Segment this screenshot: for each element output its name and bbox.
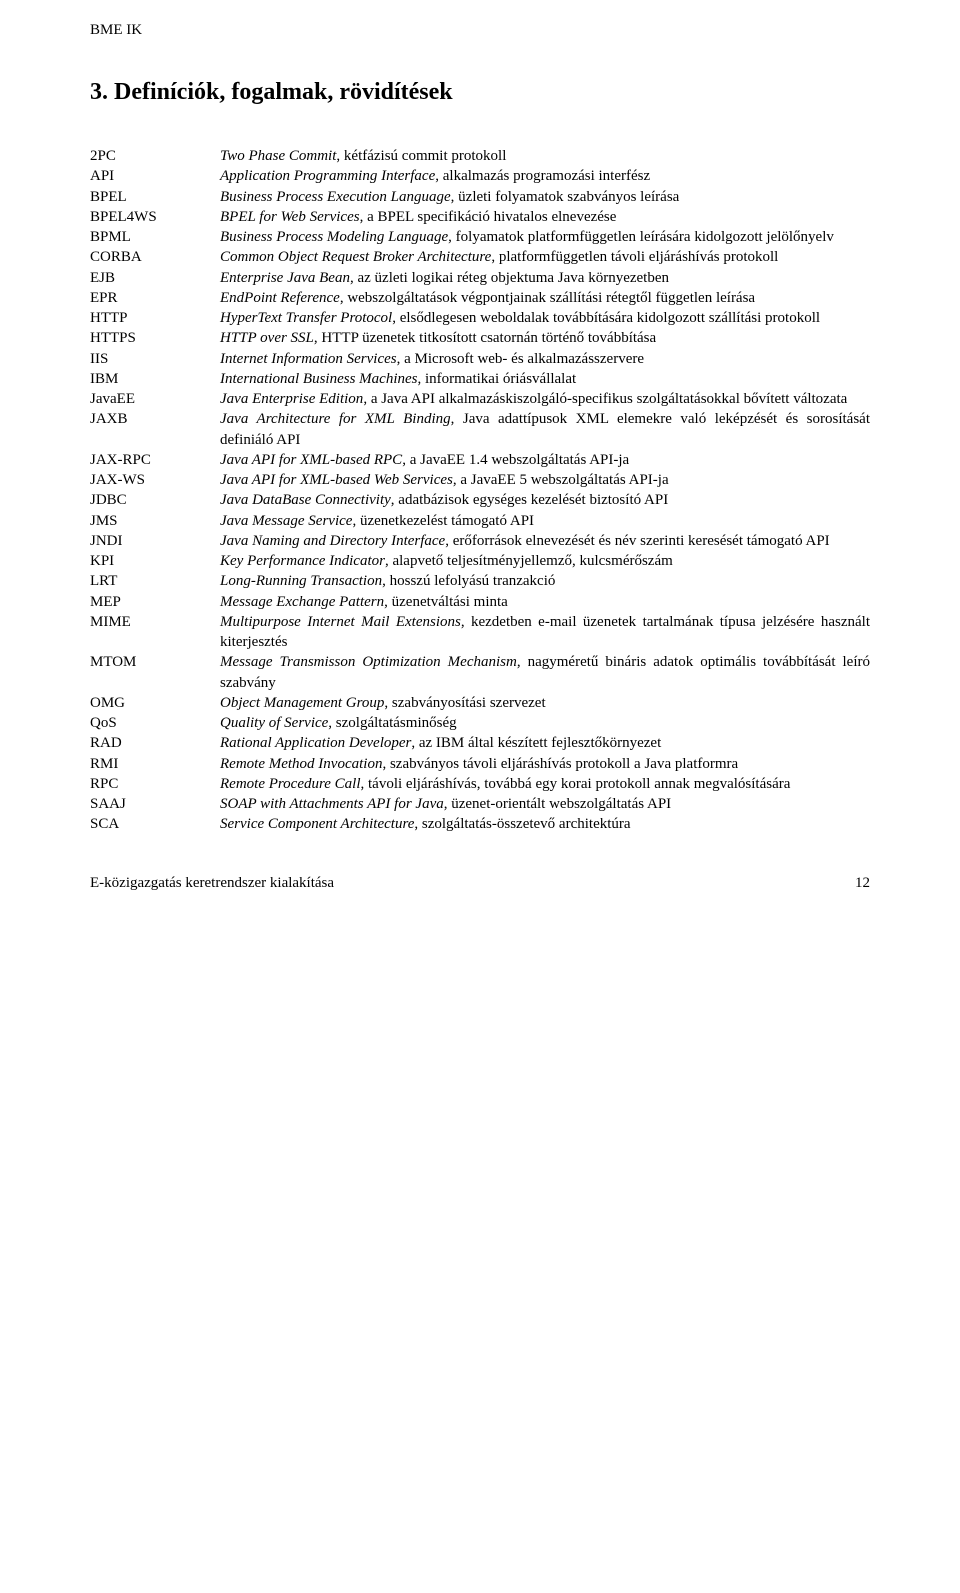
table-row: OMGObject Management Group, szabványosít… [90, 693, 870, 713]
table-row: SAAJSOAP with Attachments API for Java, … [90, 794, 870, 814]
term-abbr: LRT [90, 571, 220, 591]
term-definition: Java Message Service, üzenetkezelést tám… [220, 511, 870, 531]
table-row: HTTPSHTTP over SSL, HTTP üzenetek titkos… [90, 328, 870, 348]
term-abbr: SAAJ [90, 794, 220, 814]
table-row: MTOMMessage Transmisson Optimization Mec… [90, 652, 870, 693]
table-row: 2PCTwo Phase Commit, kétfázisú commit pr… [90, 146, 870, 166]
term-abbr: MEP [90, 592, 220, 612]
table-row: JAX-WSJava API for XML-based Web Service… [90, 470, 870, 490]
term-definition: SOAP with Attachments API for Java, üzen… [220, 794, 870, 814]
table-row: APIApplication Programming Interface, al… [90, 166, 870, 186]
table-row: JAXBJava Architecture for XML Binding, J… [90, 409, 870, 450]
term-definition: Object Management Group, szabványosítási… [220, 693, 870, 713]
term-definition: Enterprise Java Bean, az üzleti logikai … [220, 268, 870, 288]
definitions-table: 2PCTwo Phase Commit, kétfázisú commit pr… [90, 146, 870, 835]
term-definition: Message Exchange Pattern, üzenetváltási … [220, 592, 870, 612]
table-row: BPELBusiness Process Execution Language,… [90, 187, 870, 207]
table-row: HTTPHyperText Transfer Protocol, elsődle… [90, 308, 870, 328]
term-abbr: BPEL4WS [90, 207, 220, 227]
term-definition: Message Transmisson Optimization Mechani… [220, 652, 870, 693]
term-definition: Internet Information Services, a Microso… [220, 349, 870, 369]
term-abbr: JMS [90, 511, 220, 531]
page-footer: E-közigazgatás keretrendszer kialakítása… [90, 875, 870, 892]
table-row: EJBEnterprise Java Bean, az üzleti logik… [90, 268, 870, 288]
term-abbr: EJB [90, 268, 220, 288]
term-abbr: JavaEE [90, 389, 220, 409]
table-row: JNDIJava Naming and Directory Interface,… [90, 531, 870, 551]
table-row: IBMInternational Business Machines, info… [90, 369, 870, 389]
page-header: BME IK [90, 22, 870, 39]
term-definition: Rational Application Developer, az IBM á… [220, 733, 870, 753]
table-row: JDBCJava DataBase Connectivity, adatbázi… [90, 490, 870, 510]
term-abbr: CORBA [90, 247, 220, 267]
term-abbr: JAX-WS [90, 470, 220, 490]
term-definition: Business Process Execution Language, üzl… [220, 187, 870, 207]
term-abbr: RAD [90, 733, 220, 753]
term-definition: Application Programming Interface, alkal… [220, 166, 870, 186]
footer-left: E-közigazgatás keretrendszer kialakítása [90, 875, 334, 892]
table-row: MEPMessage Exchange Pattern, üzenetváltá… [90, 592, 870, 612]
term-definition: Java Naming and Directory Interface, erő… [220, 531, 870, 551]
term-abbr: HTTP [90, 308, 220, 328]
term-abbr: 2PC [90, 146, 220, 166]
term-definition: International Business Machines, informa… [220, 369, 870, 389]
table-row: MIMEMultipurpose Internet Mail Extension… [90, 612, 870, 653]
term-abbr: JAX-RPC [90, 450, 220, 470]
term-definition: BPEL for Web Services, a BPEL specifikác… [220, 207, 870, 227]
term-definition: Java API for XML-based RPC, a JavaEE 1.4… [220, 450, 870, 470]
section-title: 3. Definíciók, fogalmak, rövidítések [90, 79, 870, 106]
table-row: RADRational Application Developer, az IB… [90, 733, 870, 753]
term-definition: Java Architecture for XML Binding, Java … [220, 409, 870, 450]
table-row: SCAService Component Architecture, szolg… [90, 814, 870, 834]
term-abbr: JNDI [90, 531, 220, 551]
term-definition: Remote Method Invocation, szabványos táv… [220, 754, 870, 774]
term-abbr: OMG [90, 693, 220, 713]
table-row: BPMLBusiness Process Modeling Language, … [90, 227, 870, 247]
term-abbr: JDBC [90, 490, 220, 510]
table-row: JavaEEJava Enterprise Edition, a Java AP… [90, 389, 870, 409]
term-abbr: IBM [90, 369, 220, 389]
term-abbr: EPR [90, 288, 220, 308]
term-definition: EndPoint Reference, webszolgáltatások vé… [220, 288, 870, 308]
term-definition: Two Phase Commit, kétfázisú commit proto… [220, 146, 870, 166]
table-row: RPCRemote Procedure Call, távoli eljárás… [90, 774, 870, 794]
term-abbr: API [90, 166, 220, 186]
table-row: LRTLong-Running Transaction, hosszú lefo… [90, 571, 870, 591]
term-abbr: RMI [90, 754, 220, 774]
table-row: QoSQuality of Service, szolgáltatásminős… [90, 713, 870, 733]
term-definition: Java Enterprise Edition, a Java API alka… [220, 389, 870, 409]
term-definition: Remote Procedure Call, távoli eljáráshív… [220, 774, 870, 794]
term-definition: Java API for XML-based Web Services, a J… [220, 470, 870, 490]
table-row: KPIKey Performance Indicator, alapvető t… [90, 551, 870, 571]
table-row: IISInternet Information Services, a Micr… [90, 349, 870, 369]
term-definition: Multipurpose Internet Mail Extensions, k… [220, 612, 870, 653]
table-row: EPREndPoint Reference, webszolgáltatások… [90, 288, 870, 308]
term-abbr: JAXB [90, 409, 220, 450]
table-row: BPEL4WSBPEL for Web Services, a BPEL spe… [90, 207, 870, 227]
term-abbr: MIME [90, 612, 220, 653]
term-definition: Java DataBase Connectivity, adatbázisok … [220, 490, 870, 510]
term-abbr: RPC [90, 774, 220, 794]
term-definition: Common Object Request Broker Architectur… [220, 247, 870, 267]
term-abbr: HTTPS [90, 328, 220, 348]
term-abbr: BPML [90, 227, 220, 247]
table-row: CORBACommon Object Request Broker Archit… [90, 247, 870, 267]
footer-page-number: 12 [855, 875, 870, 892]
table-row: JMSJava Message Service, üzenetkezelést … [90, 511, 870, 531]
term-definition: Service Component Architecture, szolgált… [220, 814, 870, 834]
term-abbr: KPI [90, 551, 220, 571]
term-abbr: QoS [90, 713, 220, 733]
term-definition: Long-Running Transaction, hosszú lefolyá… [220, 571, 870, 591]
term-abbr: SCA [90, 814, 220, 834]
term-abbr: BPEL [90, 187, 220, 207]
table-row: RMIRemote Method Invocation, szabványos … [90, 754, 870, 774]
term-definition: Quality of Service, szolgáltatásminőség [220, 713, 870, 733]
term-abbr: IIS [90, 349, 220, 369]
term-abbr: MTOM [90, 652, 220, 693]
term-definition: HyperText Transfer Protocol, elsődlegese… [220, 308, 870, 328]
term-definition: Business Process Modeling Language, foly… [220, 227, 870, 247]
table-row: JAX-RPCJava API for XML-based RPC, a Jav… [90, 450, 870, 470]
term-definition: Key Performance Indicator, alapvető telj… [220, 551, 870, 571]
term-definition: HTTP over SSL, HTTP üzenetek titkosított… [220, 328, 870, 348]
